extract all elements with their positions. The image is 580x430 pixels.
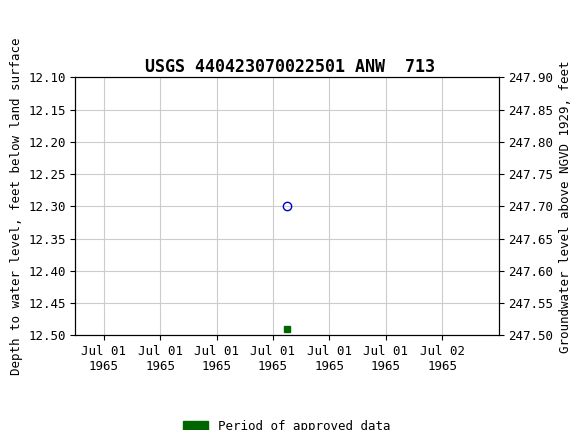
Text: USGS 440423070022501 ANW  713: USGS 440423070022501 ANW 713 [145,58,435,76]
Y-axis label: Groundwater level above NGVD 1929, feet: Groundwater level above NGVD 1929, feet [559,60,572,353]
Y-axis label: Depth to water level, feet below land surface: Depth to water level, feet below land su… [10,38,23,375]
Legend: Period of approved data: Period of approved data [179,415,396,430]
Text: ≡USGS: ≡USGS [12,16,78,36]
